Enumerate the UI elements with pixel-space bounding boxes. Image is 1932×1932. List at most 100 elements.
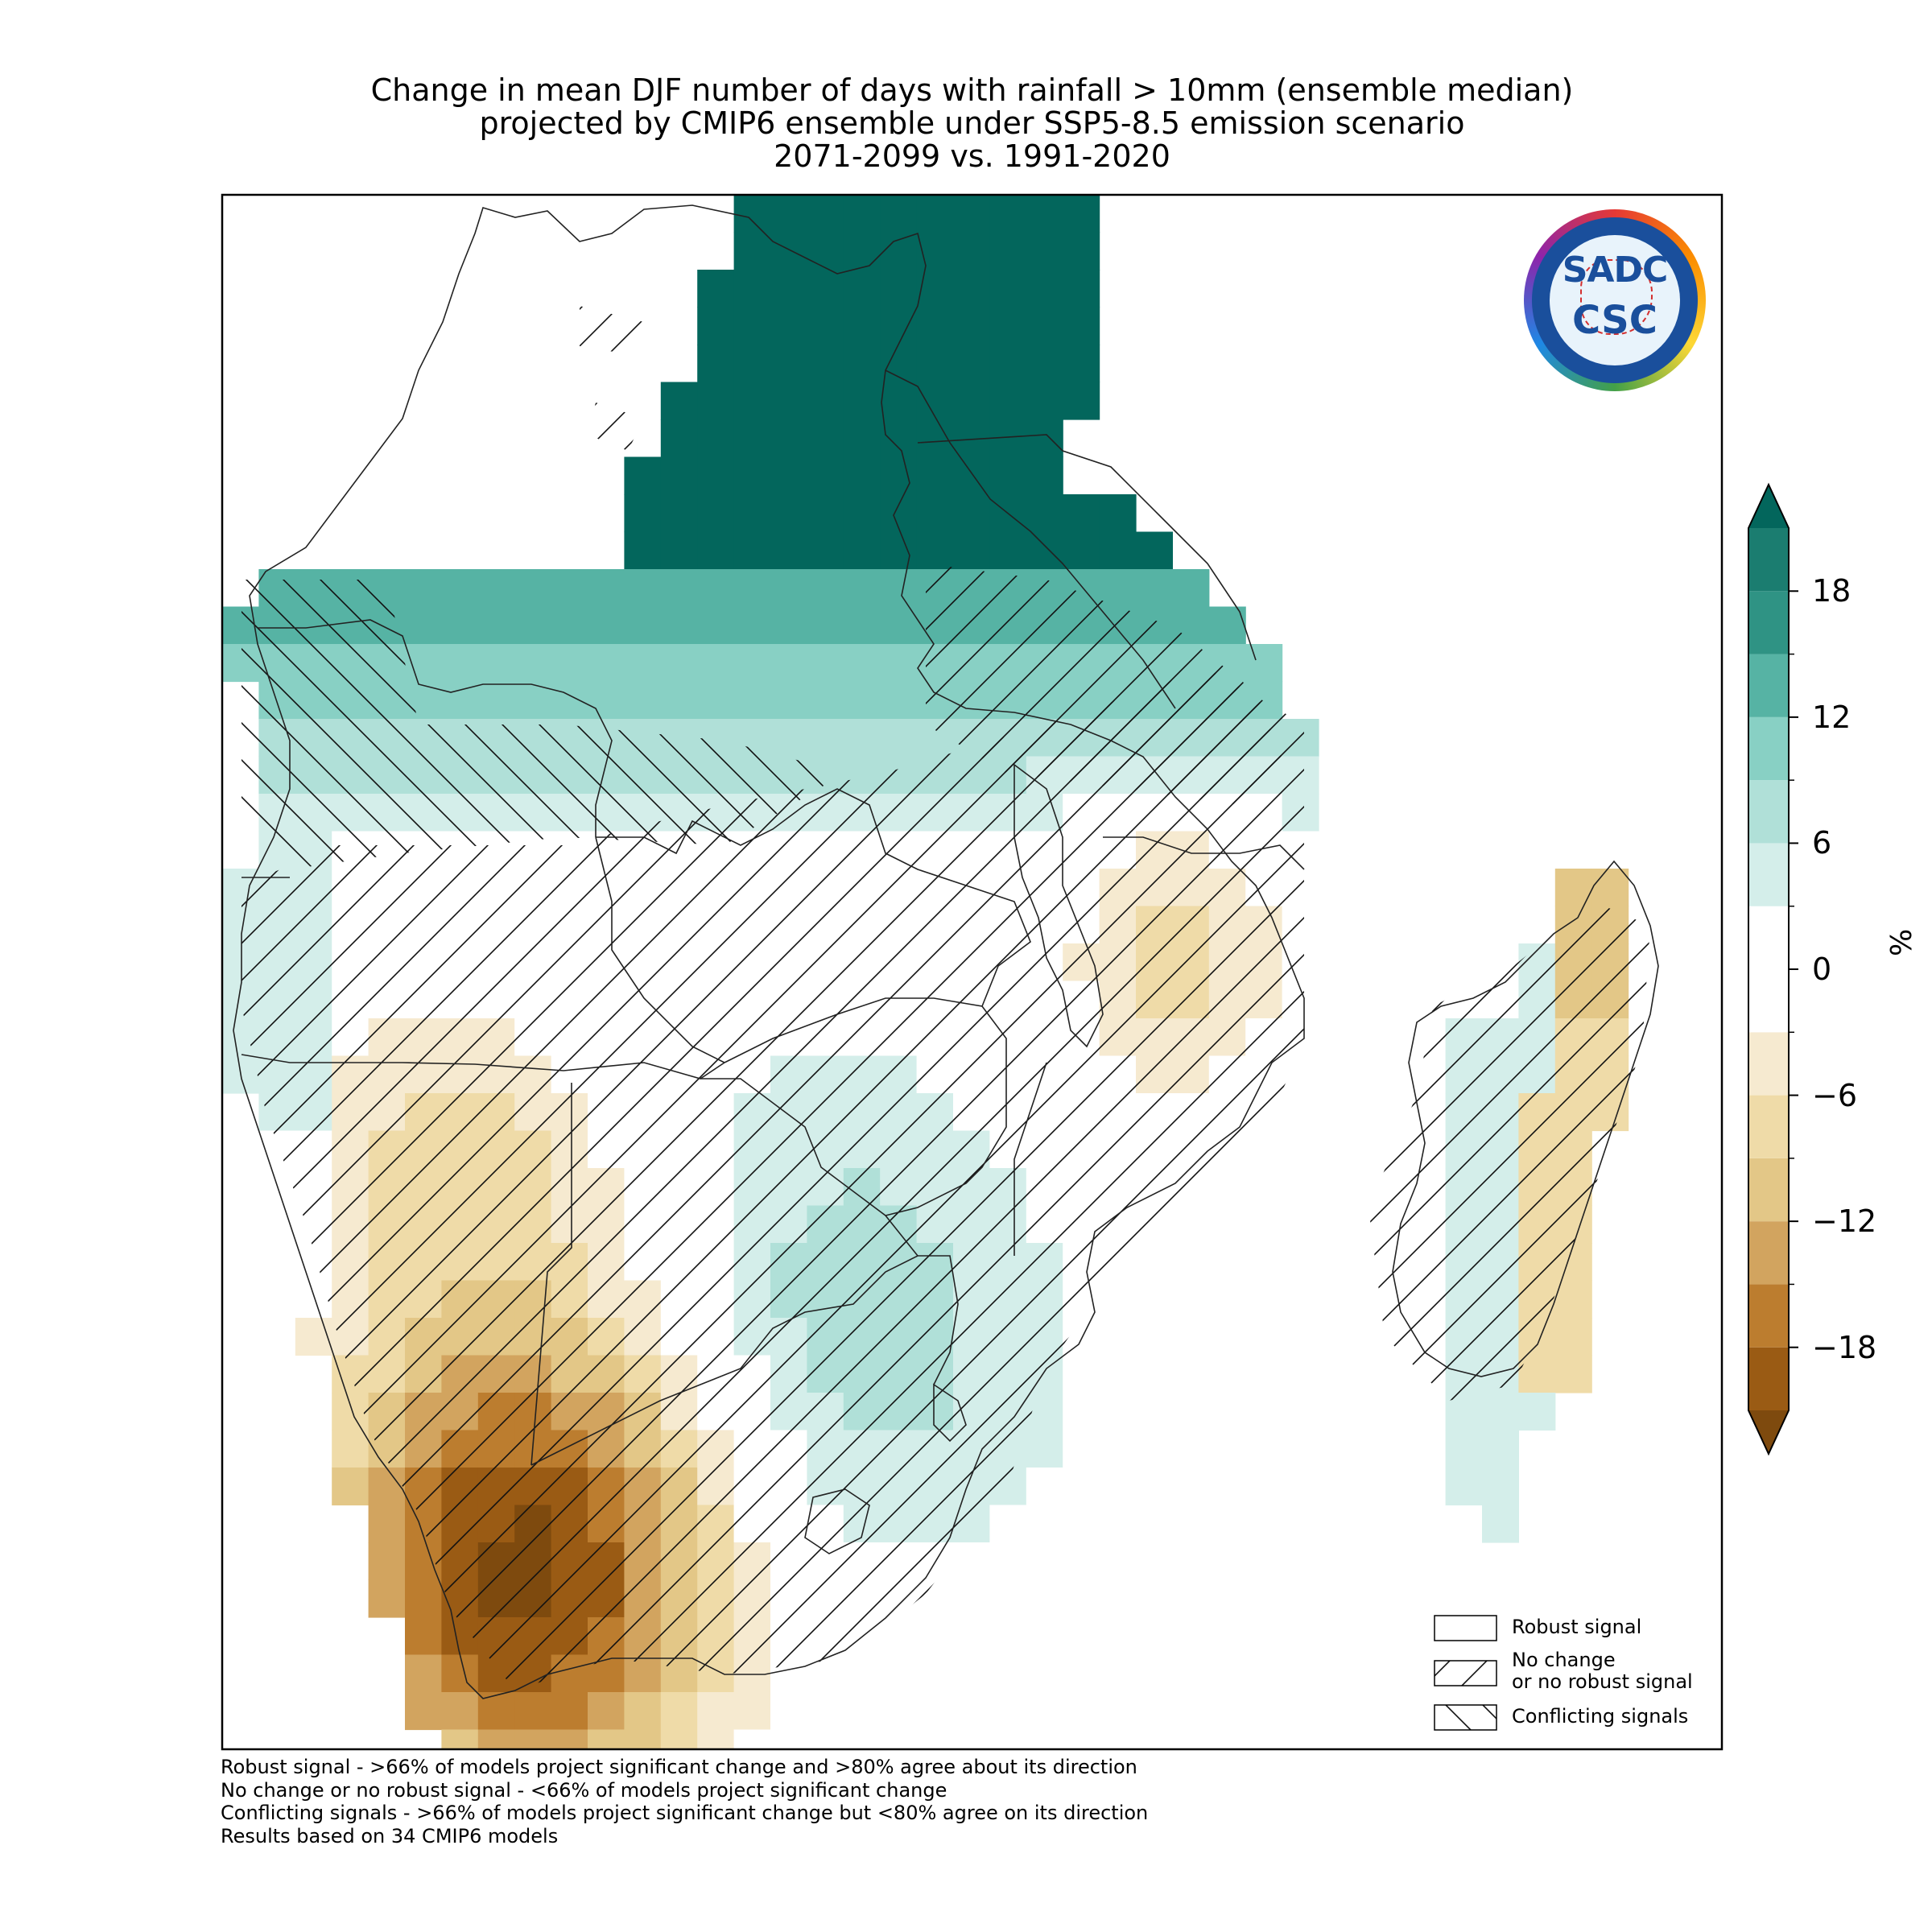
- colorbar-segment: [1748, 528, 1789, 592]
- grid-cell: [1026, 1579, 1063, 1618]
- logo-text-sadc: SADC: [1562, 250, 1669, 291]
- country-borders: [233, 204, 1659, 1699]
- grid-cell: [843, 456, 881, 495]
- grid-cell: [441, 1729, 479, 1749]
- grid-cell: [697, 1692, 735, 1731]
- grid-cell: [1172, 1205, 1210, 1244]
- grid-cell: [1099, 1318, 1137, 1356]
- grid-cell: [843, 681, 881, 720]
- grid-cell: [1554, 1318, 1592, 1356]
- grid-cell: [843, 382, 881, 420]
- grid-cell: [807, 195, 844, 233]
- grid-cell: [660, 644, 698, 683]
- border-lesotho: [804, 1488, 870, 1554]
- colorbar-segment: [1748, 654, 1789, 717]
- grid-cell: [1063, 345, 1100, 383]
- map-frame: [221, 193, 1724, 1751]
- border-south-africa: [530, 1255, 959, 1466]
- colorbar-segment: [1748, 591, 1789, 654]
- border-botswana: [700, 1078, 919, 1257]
- grid-cell: [405, 569, 442, 608]
- grid-cell: [514, 1729, 552, 1749]
- grid-cell: [1482, 1468, 1519, 1506]
- title-line-1: Change in mean DJF number of days with r…: [370, 72, 1574, 108]
- grid-cell: [405, 1617, 442, 1656]
- grid-cell: [405, 644, 442, 683]
- colorbar-tick-label: −12: [1812, 1203, 1877, 1240]
- grid-cell: [1482, 1430, 1519, 1468]
- grid-cell: [660, 606, 698, 645]
- grid-cell: [843, 1729, 881, 1749]
- grid-cell: [733, 456, 771, 495]
- grid-cell: [953, 1617, 990, 1656]
- grid-cell: [1026, 1468, 1063, 1506]
- grid-cell: [1136, 569, 1173, 608]
- grid-cell: [770, 419, 807, 458]
- grid-cell: [953, 1579, 990, 1618]
- grid-cell: [1063, 531, 1100, 570]
- hatch-conflicting-signals: [242, 580, 845, 869]
- grid-cell: [807, 232, 844, 270]
- legend-swatch-robust: [1434, 1615, 1497, 1641]
- grid-cell: [660, 494, 698, 533]
- grid-cell: [1482, 1393, 1519, 1431]
- grid-cell: [807, 270, 844, 308]
- grid-cell: [770, 606, 807, 645]
- footnotes: Robust signal - >66% of models project s…: [221, 1756, 1148, 1847]
- legend-label-robust: Robust signal: [1512, 1616, 1642, 1638]
- grid-cell: [660, 456, 698, 495]
- grid-cell: [733, 1729, 771, 1749]
- grid-cell: [807, 382, 844, 420]
- grid-cell: [733, 382, 771, 420]
- colorbar-segment: [1748, 843, 1789, 906]
- grid-cell: [1245, 644, 1283, 683]
- grid-cell: [880, 644, 918, 683]
- note-no-change: No change or no robust signal - <66% of …: [221, 1778, 947, 1802]
- grid-cell: [916, 494, 954, 533]
- grid-cell: [953, 531, 990, 570]
- grid-cell: [1136, 531, 1173, 570]
- grid-cell: [1099, 531, 1137, 570]
- grid-cell: [733, 307, 771, 345]
- grid-cell: [697, 419, 735, 458]
- grid-cell: [588, 1729, 625, 1749]
- hatch-no-robust-signal: [926, 564, 1288, 805]
- grid-cell: [1026, 494, 1063, 533]
- colorbar-segment: [1748, 780, 1789, 844]
- grid-cell: [916, 270, 954, 308]
- hatch-no-robust-signal: [242, 668, 1304, 1690]
- colorbar-tick-label: −18: [1812, 1329, 1877, 1365]
- grid-cell: [807, 307, 844, 345]
- grid-cell: [953, 456, 990, 495]
- grid-cell: [953, 270, 990, 308]
- grid-cell: [770, 644, 807, 683]
- grid-cell: [843, 494, 881, 533]
- colorbar-extend-high: [1748, 485, 1789, 528]
- grid-cell: [588, 644, 625, 683]
- grid-cell: [551, 569, 588, 608]
- grid-cell: [916, 307, 954, 345]
- grid-cell: [989, 1579, 1027, 1618]
- grid-cell: [1026, 1505, 1063, 1543]
- grid-cell: [1554, 1280, 1592, 1319]
- colorbar-extend-low: [1748, 1410, 1789, 1454]
- grid-cell: [733, 195, 771, 233]
- grid-cell: [843, 195, 881, 233]
- grid-cell: [1099, 1280, 1137, 1319]
- border-zimbabwe: [724, 997, 1007, 1216]
- grid-cell: [880, 232, 918, 270]
- grid-cell: [660, 681, 698, 720]
- grid-cell: [843, 270, 881, 308]
- grid-cell: [770, 1729, 807, 1749]
- grid-cell: [551, 644, 588, 683]
- grid-cell: [770, 569, 807, 608]
- grid-cell: [953, 382, 990, 420]
- grid-cell: [441, 644, 479, 683]
- grid-cell: [368, 1505, 406, 1543]
- grid-cell: [770, 1692, 807, 1731]
- grid-cell: [588, 606, 625, 645]
- grid-cell: [660, 419, 698, 458]
- grid-cell: [514, 606, 552, 645]
- grid-cell: [624, 569, 662, 608]
- grid-cell: [1445, 1430, 1483, 1468]
